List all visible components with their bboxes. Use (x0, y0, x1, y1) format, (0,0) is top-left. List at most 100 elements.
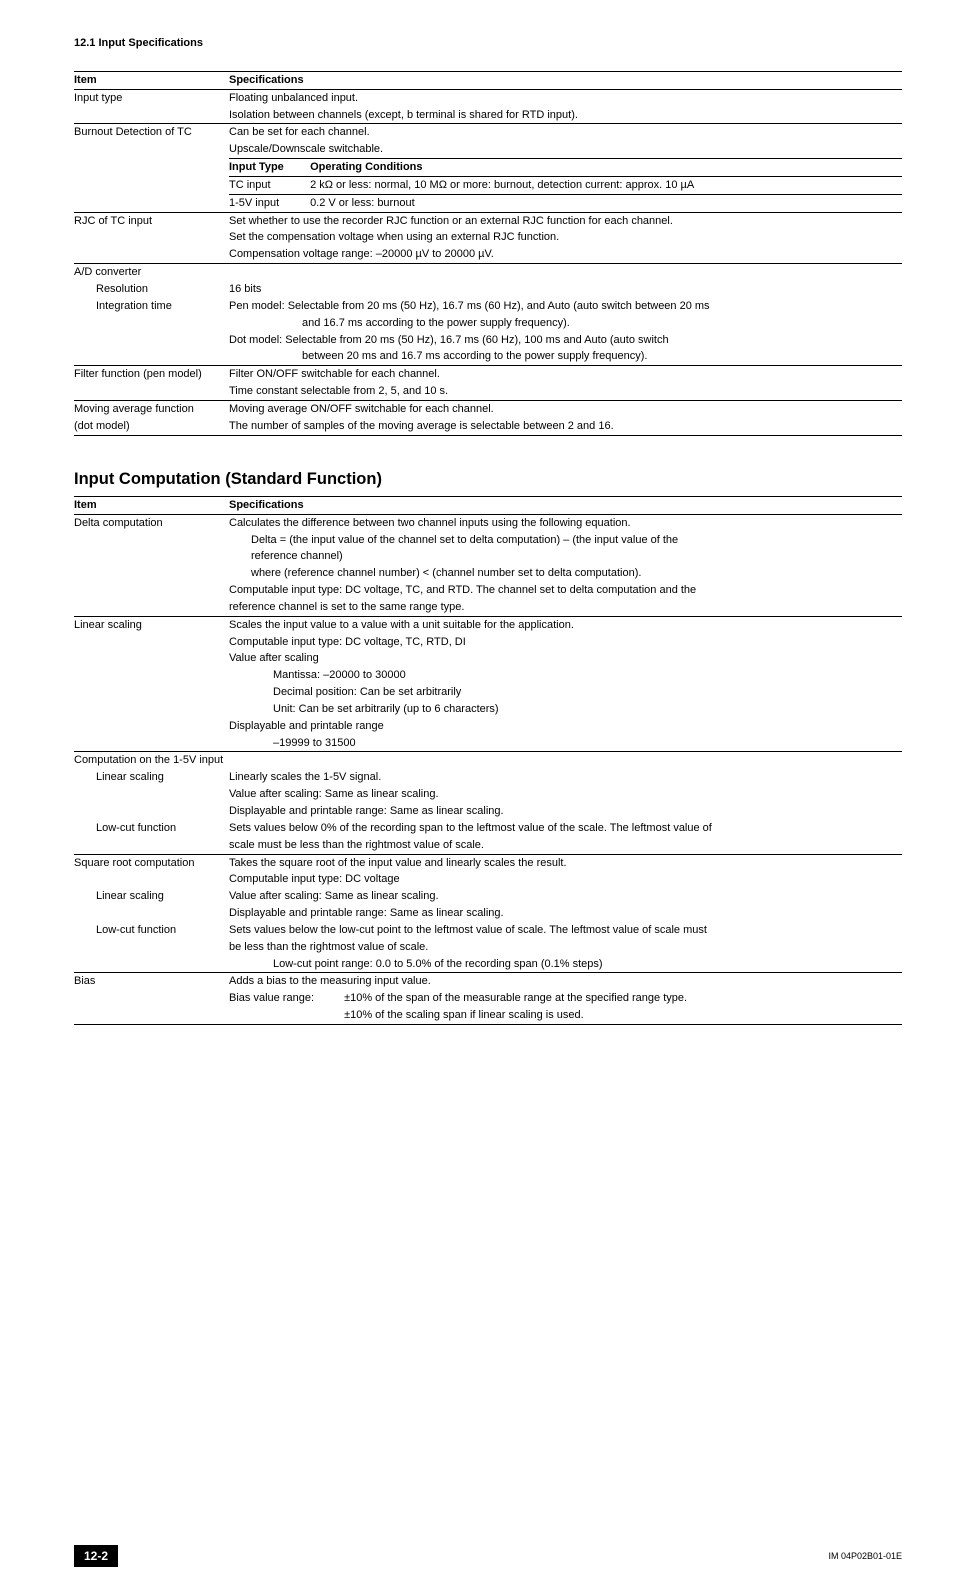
spec-cell: Value after scaling: Same as linear scal… (229, 786, 902, 803)
tc-value: 2 kΩ or less: normal, 10 MΩ or more: bur… (310, 179, 694, 191)
col-spec-head: Specifications (229, 496, 902, 514)
table-row: Input type Floating unbalanced input. (74, 89, 902, 106)
spec-cell: Mantissa: –20000 to 30000 (229, 667, 902, 684)
spec-cell: Decimal position: Can be set arbitrarily (229, 684, 902, 701)
document-id: IM 04P02B01-01E (828, 1550, 902, 1562)
spec-cell: Takes the square root of the input value… (229, 854, 902, 871)
spec-cell: where (reference channel number) < (chan… (229, 565, 902, 582)
item-cell: Input type (74, 89, 229, 106)
table-row: –19999 to 31500 (74, 735, 902, 752)
table-row: Set the compensation voltage when using … (74, 229, 902, 246)
table-row: Low-cut function Sets values below the l… (74, 922, 902, 939)
input-spec-table: Item Specifications Input type Floating … (74, 71, 902, 436)
spec-cell: Sets values below the low-cut point to t… (229, 922, 902, 939)
page-footer: 12-2 IM 04P02B01-01E (74, 1545, 902, 1567)
table-row: Linear scaling Value after scaling: Same… (74, 888, 902, 905)
section-heading: Input Computation (Standard Function) (74, 468, 902, 490)
spec-cell: Set the compensation voltage when using … (229, 229, 902, 246)
table-row: Delta computation Calculates the differe… (74, 514, 902, 531)
spec-cell: TC input 2 kΩ or less: normal, 10 MΩ or … (229, 176, 902, 194)
v15-value: 0.2 V or less: burnout (310, 197, 415, 209)
table-row: reference channel is set to the same ran… (74, 599, 902, 616)
table-row: be less than the rightmost value of scal… (74, 939, 902, 956)
spec-cell: and 16.7 ms according to the power suppl… (229, 315, 902, 332)
spec-cell: 1-5V input 0.2 V or less: burnout (229, 194, 902, 212)
spec-cell: Delta = (the input value of the channel … (229, 532, 902, 549)
item-cell: Linear scaling (74, 769, 229, 786)
table-row: Isolation between channels (except, b te… (74, 107, 902, 124)
spec-cell: Compensation voltage range: –20000 µV to… (229, 246, 902, 263)
spec-cell: Isolation between channels (except, b te… (229, 107, 902, 124)
table-row: Delta = (the input value of the channel … (74, 532, 902, 549)
spec-cell: scale must be less than the rightmost va… (229, 837, 902, 854)
table-row: Low-cut function Sets values below 0% of… (74, 820, 902, 837)
table-row: Computable input type: DC voltage (74, 871, 902, 888)
item-cell: Bias (74, 973, 229, 990)
item-cell: Delta computation (74, 514, 229, 531)
spec-cell: Scales the input value to a value with a… (229, 616, 902, 633)
table-row: and 16.7 ms according to the power suppl… (74, 315, 902, 332)
table-row: Filter function (pen model) Filter ON/OF… (74, 366, 902, 383)
spec-cell: Value after scaling: Same as linear scal… (229, 888, 902, 905)
table-row: Low-cut point range: 0.0 to 5.0% of the … (74, 956, 902, 973)
spec-cell: Displayable and printable range (229, 718, 902, 735)
table-row: Computation on the 1-5V input (74, 752, 902, 769)
section-label: 12.1 Input Specifications (74, 36, 902, 51)
spec-cell: The number of samples of the moving aver… (229, 418, 902, 435)
spec-cell: Floating unbalanced input. (229, 89, 902, 106)
spec-cell: Time constant selectable from 2, 5, and … (229, 383, 902, 400)
table-row: Displayable and printable range: Same as… (74, 803, 902, 820)
spec-cell: be less than the rightmost value of scal… (229, 939, 902, 956)
table-row: Bias Adds a bias to the measuring input … (74, 973, 902, 990)
table-row: TC input 2 kΩ or less: normal, 10 MΩ or … (74, 176, 902, 194)
spec-cell: Adds a bias to the measuring input value… (229, 973, 902, 990)
table-row: Upscale/Downscale switchable. (74, 141, 902, 158)
spec-cell: Unit: Can be set arbitrarily (up to 6 ch… (229, 701, 902, 718)
table-row: Bias value range: ±10% of the span of th… (74, 990, 902, 1007)
spec-cell: ±10% of the scaling span if linear scali… (229, 1007, 902, 1024)
item-cell: Moving average function (74, 400, 229, 417)
table-row: RJC of TC input Set whether to use the r… (74, 212, 902, 229)
spec-cell: reference channel) (229, 548, 902, 565)
mini-head-left: Input Type (229, 160, 307, 175)
item-cell: Computation on the 1-5V input (74, 752, 902, 769)
spec-cell: Displayable and printable range: Same as… (229, 803, 902, 820)
spec-cell: Low-cut point range: 0.0 to 5.0% of the … (229, 956, 902, 973)
item-cell: Square root computation (74, 854, 229, 871)
spec-cell: Displayable and printable range: Same as… (229, 905, 902, 922)
table-row: Displayable and printable range: Same as… (74, 905, 902, 922)
spec-cell: Upscale/Downscale switchable. (229, 141, 902, 158)
spec-cell: Value after scaling (229, 650, 902, 667)
page-number: 12-2 (74, 1545, 118, 1567)
table-row: Input Type Operating Conditions (74, 159, 902, 177)
table-row: Moving average function Moving average O… (74, 400, 902, 417)
item-cell: Low-cut function (74, 922, 229, 939)
spec-cell: Computable input type: DC voltage, TC, R… (229, 634, 902, 651)
item-cell: Low-cut function (74, 820, 229, 837)
spec-cell: Moving average ON/OFF switchable for eac… (229, 400, 902, 417)
spec-cell: reference channel is set to the same ran… (229, 599, 902, 616)
tc-label: TC input (229, 178, 307, 193)
v15-label: 1-5V input (229, 196, 307, 211)
table-row: between 20 ms and 16.7 ms according to t… (74, 348, 902, 365)
table-row: Value after scaling: Same as linear scal… (74, 786, 902, 803)
spec-cell: between 20 ms and 16.7 ms according to t… (229, 348, 902, 365)
spec-cell: Filter ON/OFF switchable for each channe… (229, 366, 902, 383)
table-row: Mantissa: –20000 to 30000 (74, 667, 902, 684)
table-row: Computable input type: DC voltage, TC, R… (74, 634, 902, 651)
table-row: Compensation voltage range: –20000 µV to… (74, 246, 902, 263)
table-row: ±10% of the scaling span if linear scali… (74, 1007, 902, 1024)
table-row: Dot model: Selectable from 20 ms (50 Hz)… (74, 332, 902, 349)
mini-head-right: Operating Conditions (310, 161, 422, 173)
table-row: Computable input type: DC voltage, TC, a… (74, 582, 902, 599)
table-row: Resolution 16 bits (74, 281, 902, 298)
bias-range-value: ±10% of the scaling span if linear scali… (344, 1009, 584, 1021)
item-cell: Burnout Detection of TC (74, 124, 229, 141)
table-row: Decimal position: Can be set arbitrarily (74, 684, 902, 701)
table-row: Burnout Detection of TC Can be set for e… (74, 124, 902, 141)
spec-cell: Sets values below 0% of the recording sp… (229, 820, 902, 837)
spec-cell: 16 bits (229, 281, 902, 298)
table-row: (dot model) The number of samples of the… (74, 418, 902, 435)
item-cell: Linear scaling (74, 616, 229, 633)
spec-cell: Dot model: Selectable from 20 ms (50 Hz)… (229, 332, 902, 349)
